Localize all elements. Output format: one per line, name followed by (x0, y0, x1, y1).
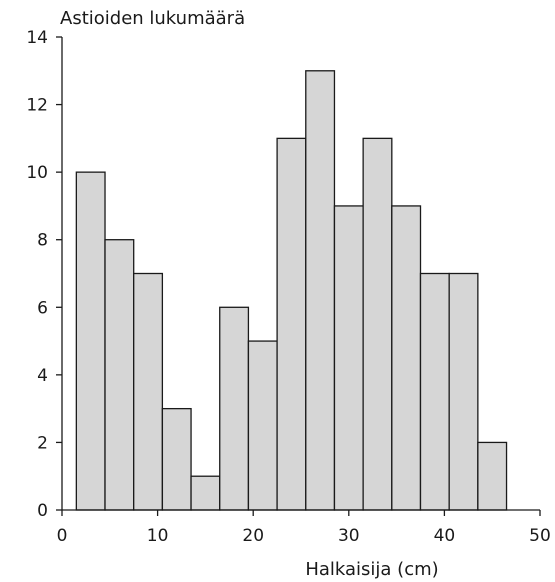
x-tick-label-30: 30 (338, 526, 360, 546)
histogram-bar-14 (448, 272, 479, 511)
y-tick-label-12: 12 (26, 96, 48, 116)
histogram-bar-8 (276, 137, 307, 511)
histogram-bar-7 (247, 340, 278, 511)
histogram-bar-6 (219, 306, 250, 511)
axes-group (61, 37, 540, 511)
x-tick-label-40: 40 (434, 526, 456, 546)
histogram-bar-9 (305, 70, 336, 511)
histogram-bar-12 (391, 205, 422, 511)
y-ticks-group: 0 2 4 6 8 10 12 14 (26, 28, 62, 521)
y-tick-label-0: 0 (37, 501, 48, 521)
x-tick-label-0: 0 (57, 526, 68, 546)
histogram-bar-13 (419, 272, 450, 511)
y-tick-label-4: 4 (37, 366, 48, 386)
histogram-bar-1 (75, 171, 106, 511)
x-tick-label-10: 10 (147, 526, 169, 546)
y-axis-label: Astioiden lukumäärä (60, 8, 245, 29)
histogram-bar-4 (161, 407, 192, 511)
y-tick-label-6: 6 (37, 298, 48, 318)
histogram-bar-2 (104, 239, 135, 511)
y-tick-label-8: 8 (37, 231, 48, 251)
bars-group (75, 70, 508, 511)
y-tick-label-10: 10 (26, 163, 48, 183)
x-tick-label-50: 50 (529, 526, 551, 546)
histogram-bar-11 (362, 137, 393, 511)
x-tick-label-20: 20 (242, 526, 264, 546)
x-axis-label: Halkaisija (cm) (305, 559, 438, 580)
histogram-bar-3 (133, 272, 164, 511)
y-tick-label-2: 2 (37, 433, 48, 453)
histogram-bar-10 (333, 205, 364, 511)
histogram-bar-15 (477, 441, 508, 511)
histogram-bar-5 (190, 475, 221, 511)
x-ticks-group: 0 10 20 30 40 50 (57, 510, 551, 546)
y-tick-label-14: 14 (26, 28, 48, 48)
